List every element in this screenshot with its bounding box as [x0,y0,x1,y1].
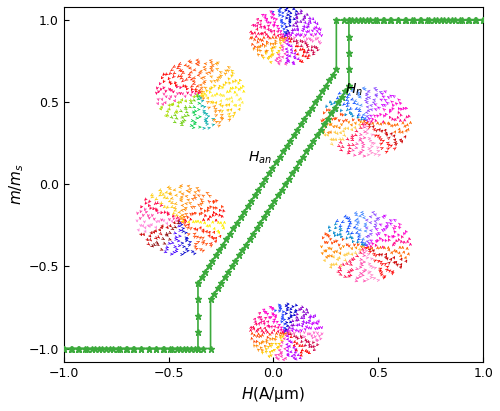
Text: $H_n$: $H_n$ [344,82,362,98]
X-axis label: $H$(A/μm): $H$(A/μm) [242,385,306,404]
Y-axis label: $m/m_s$: $m/m_s$ [7,163,26,206]
Text: $H_{an}$: $H_{an}$ [248,149,272,166]
